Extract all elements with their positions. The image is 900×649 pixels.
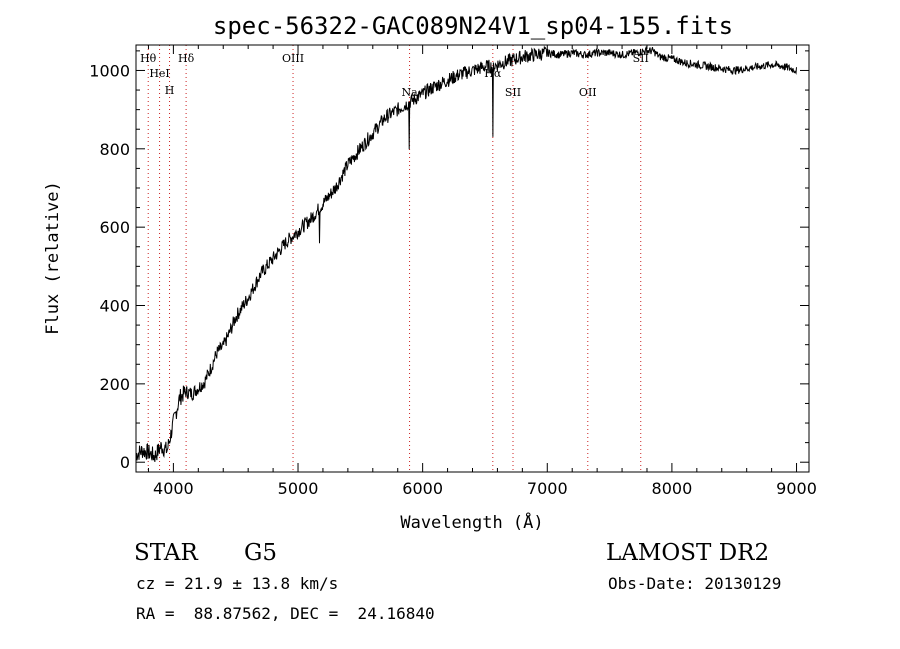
spectral-line-label: SII — [505, 86, 521, 99]
y-tick-label: 1000 — [89, 61, 130, 80]
redshift-velocity: cz = 21.9 ± 13.8 km/s — [136, 574, 339, 593]
x-tick-label: 5000 — [278, 479, 319, 498]
y-axis-title: Flux (relative) — [43, 181, 63, 335]
chart-title: spec-56322-GAC089N24V1_sp04-155.fits — [213, 12, 733, 40]
plot-frame — [135, 44, 810, 473]
survey-name: LAMOST DR2 — [606, 540, 770, 566]
spectral-line-label: Hδ — [178, 52, 195, 65]
flux-series-line — [135, 45, 797, 462]
spectral-line-label: HeI — [149, 67, 169, 80]
spectral-line-label: SII — [633, 52, 649, 65]
x-tick-label: 9000 — [776, 479, 817, 498]
x-tick-label: 7000 — [527, 479, 568, 498]
spectral-line-label: H — [165, 84, 175, 97]
x-axis-title: Wavelength (Å) — [400, 511, 543, 533]
x-tick-label: 4000 — [153, 479, 194, 498]
y-tick-label: 800 — [99, 140, 130, 159]
y-tick-label: 600 — [99, 218, 130, 237]
observation-date: Obs-Date: 20130129 — [608, 574, 782, 593]
series-layer — [135, 45, 797, 462]
x-tick-label: 6000 — [402, 479, 443, 498]
x-tick-label: 8000 — [652, 479, 693, 498]
y-tick-label: 200 — [99, 375, 130, 394]
star-class: STAR — [134, 540, 198, 566]
y-tick-label: 0 — [120, 453, 130, 472]
axis-ticks-layer: 4000 5000 6000 7000 8000 9000 0 200 400 600 800 100… — [89, 45, 817, 498]
star-subclass: G5 — [244, 540, 278, 566]
coordinates: RA = 88.87562, DEC = 24.16840 — [136, 604, 435, 623]
spectral-line-label: OIII — [282, 52, 304, 65]
spectral-line-label: Hθ — [140, 52, 157, 65]
spectral-line-label: OII — [579, 86, 597, 99]
y-tick-label: 400 — [99, 297, 130, 316]
spectral-line-label: Na — [401, 86, 418, 99]
